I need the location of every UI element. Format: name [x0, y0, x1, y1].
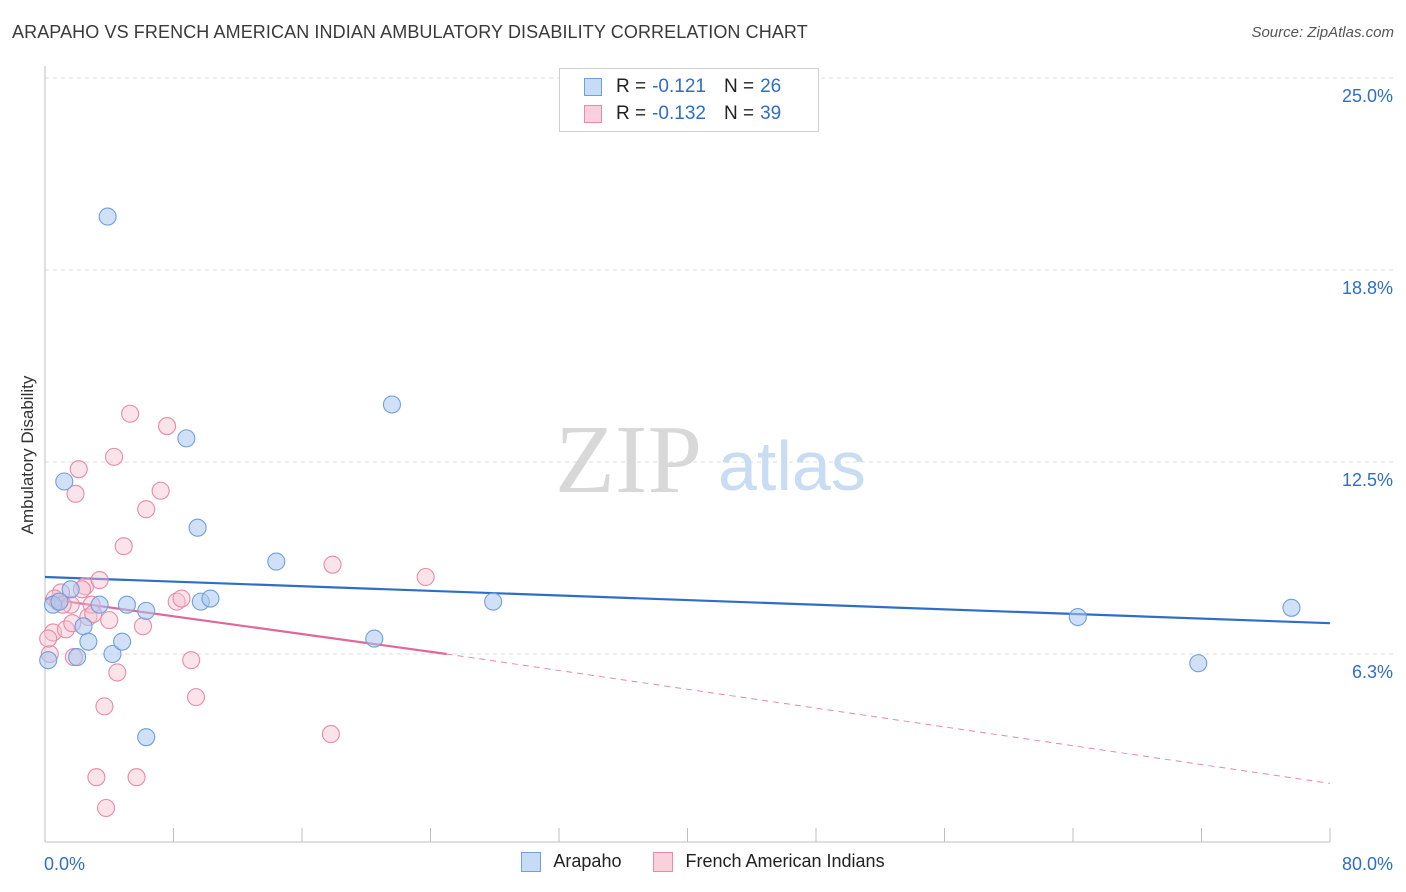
- data-point-arapaho: [103, 644, 122, 664]
- data-points: [39, 207, 1301, 818]
- data-point-french: [182, 651, 201, 670]
- data-point-french: [95, 697, 114, 716]
- y-tick-label: 25.0%: [1342, 86, 1393, 106]
- data-point-french: [127, 768, 146, 787]
- chart-title: ARAPAHO VS FRENCH AMERICAN INDIAN AMBULA…: [12, 22, 808, 42]
- legend: R = -0.121 N = 26 R = -0.132 N = 39: [559, 68, 819, 132]
- data-point-arapaho: [188, 518, 207, 537]
- data-point-french: [87, 768, 106, 787]
- data-point-french: [158, 417, 177, 436]
- legend-r-value: -0.132: [652, 103, 706, 124]
- grid-lines: [45, 77, 1395, 655]
- data-point-french: [114, 537, 133, 556]
- source-label: Source: ZipAtlas.com: [1251, 24, 1394, 41]
- trend-line-french-extension: [446, 653, 1331, 784]
- data-point-french: [69, 460, 88, 479]
- data-point-arapaho: [98, 207, 117, 226]
- data-point-arapaho: [267, 552, 286, 571]
- legend-r-label: R =: [616, 76, 647, 97]
- legend-n-label: N =: [723, 76, 755, 97]
- data-point-arapaho: [1282, 598, 1301, 617]
- data-point-arapaho: [382, 395, 402, 414]
- data-point-arapaho: [484, 592, 503, 611]
- trend-lines: [44, 575, 1331, 784]
- trend-line-arapaho: [44, 575, 1331, 625]
- data-point-arapaho: [137, 601, 156, 620]
- data-point-arapaho: [365, 629, 384, 648]
- data-point-french: [39, 629, 58, 648]
- data-point-french: [186, 688, 206, 707]
- data-point-french: [108, 663, 127, 682]
- data-point-arapaho: [113, 632, 132, 651]
- legend-r-label: R =: [616, 103, 647, 124]
- data-point-french: [323, 555, 342, 574]
- bottom-legend-arapaho: Arapaho: [521, 851, 621, 872]
- legend-row-arapaho: R = -0.121 N = 26: [584, 75, 781, 99]
- data-point-french: [96, 798, 116, 818]
- data-point-arapaho: [177, 429, 196, 448]
- data-point-french: [66, 484, 85, 503]
- data-point-arapaho: [68, 648, 87, 667]
- data-point-arapaho: [137, 728, 156, 747]
- legend-swatch-french: [584, 105, 602, 123]
- bottom-legend-french: French American Indians: [653, 851, 885, 872]
- legend-swatch-arapaho: [584, 78, 602, 96]
- data-point-french: [100, 611, 119, 630]
- data-point-french: [416, 567, 435, 587]
- legend-row-french: R = -0.132 N = 39: [584, 102, 781, 126]
- data-point-arapaho: [1068, 607, 1087, 627]
- y-tick-label: 12.5%: [1342, 470, 1393, 490]
- legend-r-value: -0.121: [652, 76, 706, 97]
- legend-n-label: N =: [723, 103, 755, 124]
- watermark-atlas: atlas: [718, 427, 866, 505]
- data-point-arapaho: [117, 595, 136, 614]
- data-point-french: [151, 481, 170, 500]
- data-point-arapaho: [61, 580, 80, 599]
- legend-n-value: 26: [760, 76, 782, 97]
- data-point-arapaho: [50, 592, 69, 611]
- data-point-arapaho: [74, 617, 93, 636]
- data-point-arapaho: [1189, 654, 1208, 673]
- bottom-legend-swatch-arapaho: [521, 851, 542, 872]
- data-point-french: [121, 404, 140, 423]
- y-tick-label: 6.3%: [1352, 662, 1393, 682]
- bottom-legend-swatch-french: [653, 851, 674, 872]
- data-point-french: [90, 571, 109, 590]
- data-point-french: [137, 500, 156, 519]
- data-point-french: [321, 725, 340, 744]
- data-point-arapaho: [79, 632, 98, 651]
- data-point-arapaho: [55, 472, 74, 491]
- data-point-arapaho: [201, 589, 220, 608]
- bottom-legend-label-french: French American Indians: [685, 851, 885, 871]
- bottom-legend: Arapaho French American Indians: [0, 851, 1406, 872]
- data-point-french: [172, 589, 191, 608]
- data-point-french: [167, 592, 186, 611]
- data-point-french: [105, 447, 124, 466]
- x-tick-label: 80.0%: [1342, 854, 1393, 874]
- data-point-french: [133, 617, 153, 636]
- legend-n-value: 39: [760, 103, 782, 124]
- bottom-legend-label-arapaho: Arapaho: [553, 851, 622, 871]
- watermark-zip: ZIP: [555, 406, 702, 514]
- y-tick-label: 18.8%: [1342, 278, 1393, 298]
- tick-labels: 6.3% 12.5% 18.8% 25.0% 0.0% 80.0%: [44, 86, 1393, 874]
- data-point-arapaho: [39, 651, 58, 670]
- x-tick-label: 0.0%: [44, 854, 85, 874]
- data-point-arapaho: [90, 595, 109, 614]
- axes: [44, 66, 1331, 843]
